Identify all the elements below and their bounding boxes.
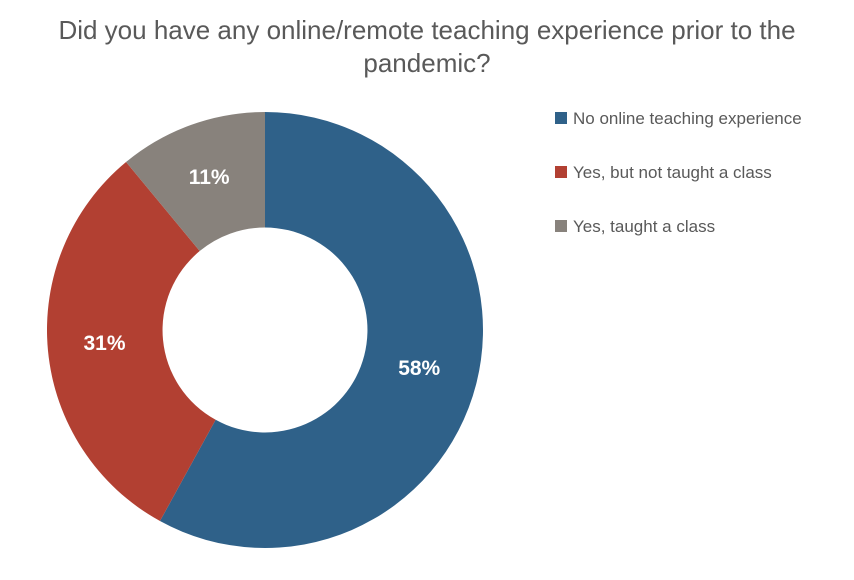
legend-item: No online teaching experience (555, 108, 835, 130)
legend-label: Yes, taught a class (573, 216, 715, 238)
slice-value-label: 58% (398, 357, 440, 381)
legend-swatch (555, 166, 567, 178)
slice-value-label: 31% (83, 332, 125, 356)
legend-swatch (555, 112, 567, 124)
donut-svg (40, 105, 490, 555)
legend-item: Yes, but not taught a class (555, 162, 835, 184)
legend-swatch (555, 220, 567, 232)
donut-chart: 58% 31% 11% (40, 105, 490, 555)
legend-item: Yes, taught a class (555, 216, 835, 238)
legend-label: Yes, but not taught a class (573, 162, 772, 184)
chart-title: Did you have any online/remote teaching … (0, 0, 854, 79)
legend-label: No online teaching experience (573, 108, 802, 130)
chart-area: 58% 31% 11% No online teaching experience Y… (0, 100, 854, 570)
slice-value-label: 11% (189, 166, 230, 190)
legend: No online teaching experience Yes, but no… (555, 108, 835, 270)
